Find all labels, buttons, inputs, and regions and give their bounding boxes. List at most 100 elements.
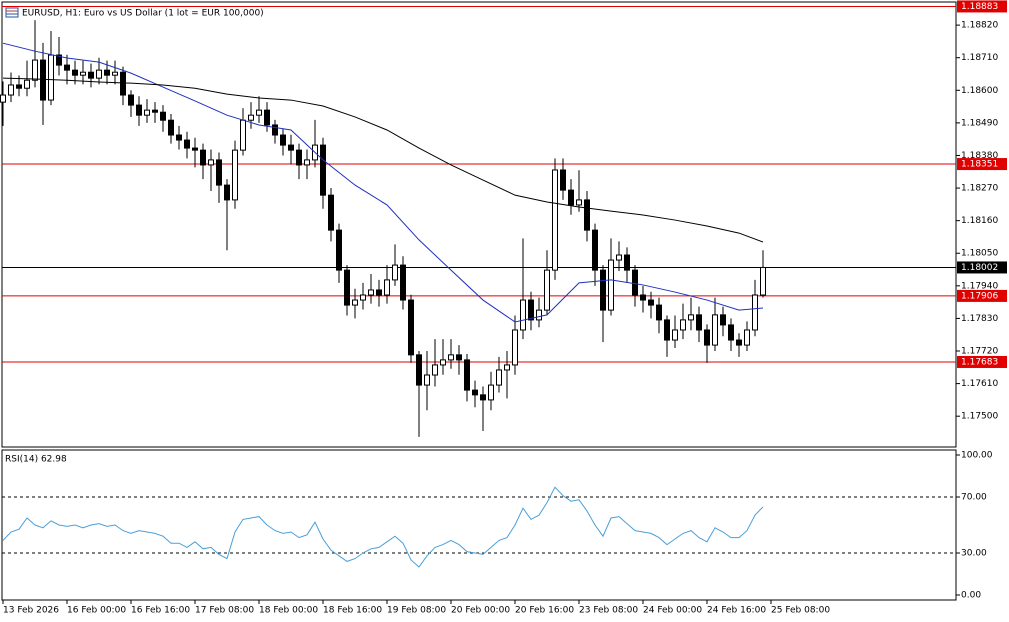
candle-body: [56, 54, 62, 66]
level-label-bg: [957, 289, 1007, 302]
candle-body: [224, 184, 230, 201]
candle-body: [640, 294, 646, 301]
y-tick-label: 1.17720: [961, 347, 998, 357]
candle-body: [600, 269, 606, 311]
x-tick-label: 17 Feb 08:00: [195, 606, 254, 616]
x-tick-label: 23 Feb 08:00: [579, 606, 638, 616]
x-tick-label: 20 Feb 16:00: [515, 606, 574, 616]
y-tick-label: 30.00: [961, 549, 987, 559]
candle-body: [568, 189, 574, 206]
x-tick-label: 20 Feb 00:00: [451, 606, 510, 616]
candle-body: [504, 364, 510, 371]
candle-body: [176, 134, 182, 141]
candle-body: [208, 159, 214, 166]
candle-body: [160, 111, 166, 121]
candle-body: [64, 64, 70, 71]
level-label: 1.18883: [961, 2, 998, 12]
candle-body: [664, 319, 670, 341]
candle-body: [608, 259, 614, 311]
candle-body: [528, 299, 534, 321]
candle-body: [168, 119, 174, 136]
candle-body: [696, 314, 702, 331]
candle-body: [120, 71, 126, 96]
candle-body: [136, 104, 142, 116]
candle-body: [480, 394, 486, 401]
candle-body: [128, 94, 134, 106]
candle-body: [592, 229, 598, 271]
level-label-bg: [957, 261, 1007, 274]
candle-body: [576, 199, 582, 206]
candle-body: [704, 329, 710, 346]
candle-body: [464, 359, 470, 391]
y-tick-label: 1.18820: [961, 21, 998, 31]
x-tick-label: 24 Feb 16:00: [707, 606, 766, 616]
y-tick-label: 1.17500: [961, 412, 998, 422]
symbol-icon: [5, 7, 19, 18]
candle-body: [560, 169, 566, 191]
x-tick-label: 13 Feb 2026: [3, 606, 59, 616]
candle-body: [368, 289, 374, 296]
candle-body: [192, 147, 198, 151]
candle-body: [40, 59, 46, 101]
candle-body: [400, 264, 406, 301]
candle-body: [248, 114, 254, 121]
candle-body: [80, 71, 86, 76]
candle-body: [104, 69, 110, 76]
y-tick-label: 100.00: [961, 450, 993, 460]
candle-body: [648, 299, 654, 306]
moving-average-line: [2, 42, 764, 323]
candle-body: [632, 269, 638, 296]
candle-body: [328, 194, 334, 231]
candle-body: [456, 354, 462, 361]
candle-body: [272, 124, 278, 136]
y-tick-label: 1.17830: [961, 314, 998, 324]
y-tick-label: 1.18380: [961, 151, 998, 161]
x-tick-label: 16 Feb 00:00: [67, 606, 126, 616]
candle-body: [152, 109, 158, 113]
main-panel-frame: [1, 1, 957, 448]
level-label-bg: [957, 355, 1007, 368]
candle-body: [536, 309, 542, 321]
candle-body: [216, 159, 222, 186]
rsi-panel-frame: [1, 449, 957, 601]
candle-body: [352, 299, 358, 306]
chart-title: EURUSD, H1: Euro vs US Dollar (1 lot = E…: [22, 9, 264, 19]
candle-body: [440, 359, 446, 366]
candle-body: [232, 149, 238, 201]
candle-body: [520, 299, 526, 331]
candle-body: [448, 354, 454, 361]
y-tick-label: 1.17610: [961, 379, 998, 389]
y-tick-label: 70.00: [961, 492, 987, 502]
y-tick-label: 1.18160: [961, 216, 998, 226]
candles: [0, 20, 766, 437]
candle-body: [184, 139, 190, 149]
y-tick-label: 1.18490: [961, 118, 998, 128]
candle-body: [656, 304, 662, 321]
candle-body: [200, 149, 206, 166]
candle-body: [256, 109, 262, 116]
candle-body: [424, 374, 430, 386]
candle-body: [240, 119, 246, 151]
candle-body: [376, 289, 382, 296]
candle-body: [280, 134, 286, 146]
candle-body: [488, 384, 494, 401]
level-label: 1.17683: [961, 357, 998, 367]
candle-body: [112, 71, 118, 76]
candle-body: [8, 84, 14, 96]
candle-body: [552, 169, 558, 271]
candle-body: [32, 59, 38, 81]
candle-body: [48, 54, 54, 101]
candle-body: [344, 269, 350, 306]
x-tick-label: 19 Feb 08:00: [387, 606, 446, 616]
candle-body: [672, 329, 678, 341]
candle-body: [736, 339, 742, 346]
candle-body: [88, 71, 94, 79]
level-label-bg: [957, 158, 1007, 171]
candle-body: [720, 314, 726, 326]
candle-body: [624, 254, 630, 271]
candle-body: [408, 299, 414, 356]
level-label: 1.17906: [961, 291, 998, 301]
candle-body: [360, 294, 366, 301]
